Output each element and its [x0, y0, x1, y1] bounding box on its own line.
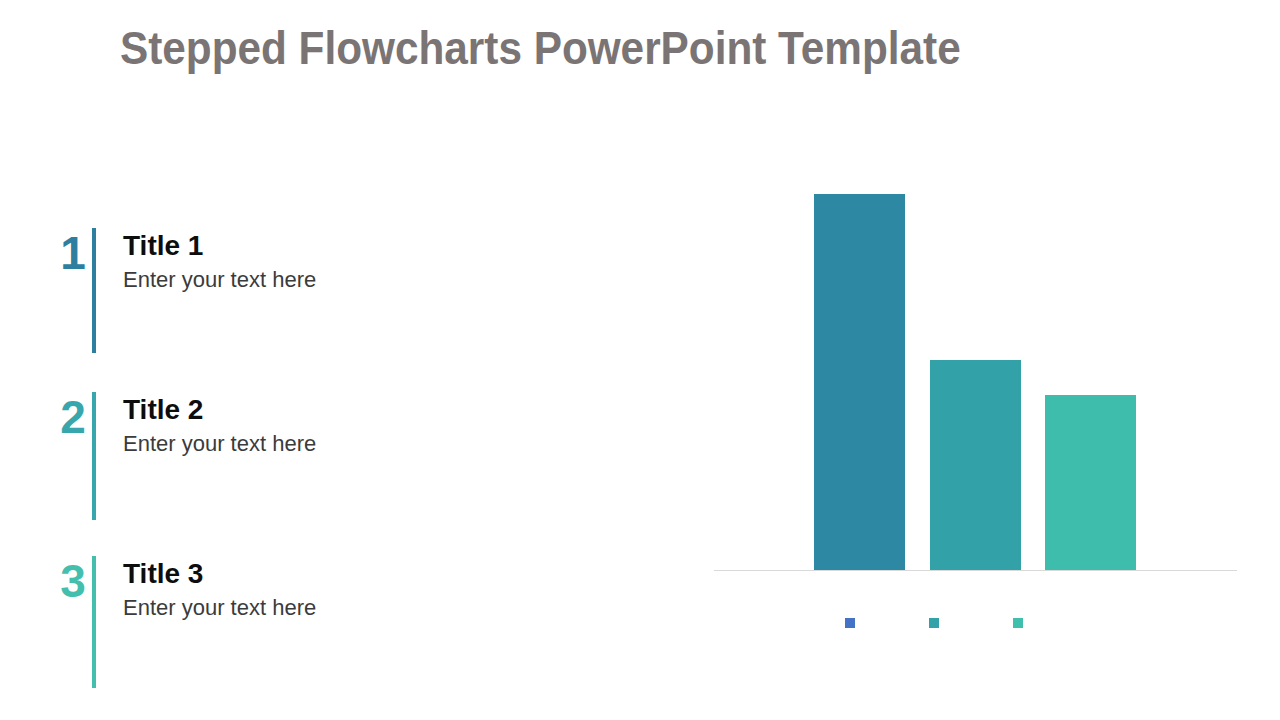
step-divider-line [92, 228, 96, 353]
slide: Stepped Flowcharts PowerPoint Template 1… [0, 0, 1280, 720]
legend-marker-icon [845, 618, 855, 628]
chart-bar [930, 360, 1021, 570]
chart-bar [814, 194, 905, 570]
legend-marker-icon [1013, 618, 1023, 628]
step-text-block: Title 3 Enter your text here [123, 557, 443, 623]
bar-chart [714, 180, 1237, 571]
legend-marker-icon [929, 618, 939, 628]
step-title: Title 2 [123, 393, 443, 427]
step-divider-line [92, 556, 96, 688]
step-divider-line [92, 392, 96, 520]
step-number: 3 [54, 558, 92, 604]
step-placeholder-text: Enter your text here [123, 593, 443, 623]
step-number: 2 [54, 394, 92, 440]
step-item: 2 Title 2 Enter your text here [0, 392, 450, 542]
page-title: Stepped Flowcharts PowerPoint Template [120, 22, 961, 74]
chart-bar [1045, 395, 1136, 570]
step-number: 1 [54, 230, 92, 276]
chart-legend [845, 618, 1023, 628]
step-item: 1 Title 1 Enter your text here [0, 228, 450, 378]
step-title: Title 3 [123, 557, 443, 591]
chart-baseline [714, 570, 1237, 571]
step-text-block: Title 1 Enter your text here [123, 229, 443, 295]
step-item: 3 Title 3 Enter your text here [0, 556, 450, 706]
step-placeholder-text: Enter your text here [123, 429, 443, 459]
step-placeholder-text: Enter your text here [123, 265, 443, 295]
step-text-block: Title 2 Enter your text here [123, 393, 443, 459]
step-title: Title 1 [123, 229, 443, 263]
